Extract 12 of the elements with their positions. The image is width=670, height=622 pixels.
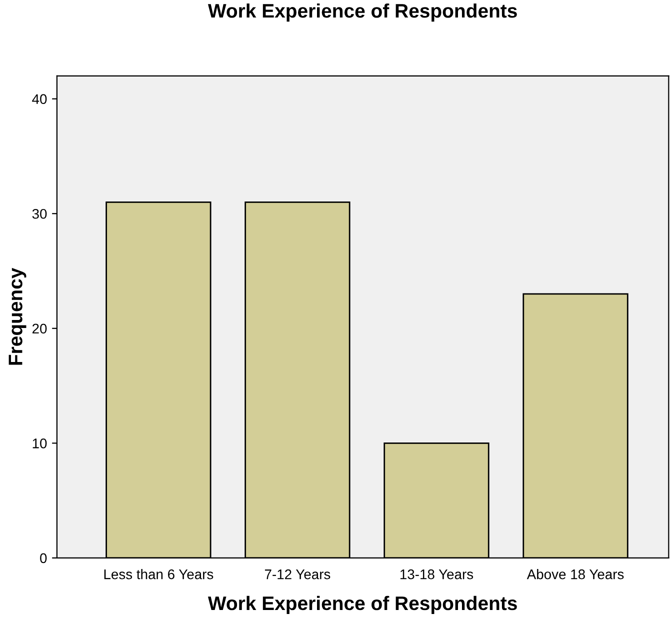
x-tick-label: 13-18 Years <box>400 569 474 580</box>
x-axis-title: Work Experience of Respondents <box>208 596 517 614</box>
y-tick-label: 40 <box>32 94 47 104</box>
chart-title: Work Experience of Respondents <box>208 3 517 22</box>
y-tick-label: 0 <box>40 553 47 564</box>
x-tick-label: Less than 6 Years <box>104 569 214 580</box>
x-tick-label: 7-12 Years <box>264 569 330 580</box>
y-tick-label: 30 <box>32 208 47 219</box>
y-axis-title: Frequency <box>8 268 26 365</box>
y-tick-label: 20 <box>32 324 47 334</box>
y-tick-label: 10 <box>32 438 47 448</box>
x-tick-label: Above 18 Years <box>526 569 624 580</box>
